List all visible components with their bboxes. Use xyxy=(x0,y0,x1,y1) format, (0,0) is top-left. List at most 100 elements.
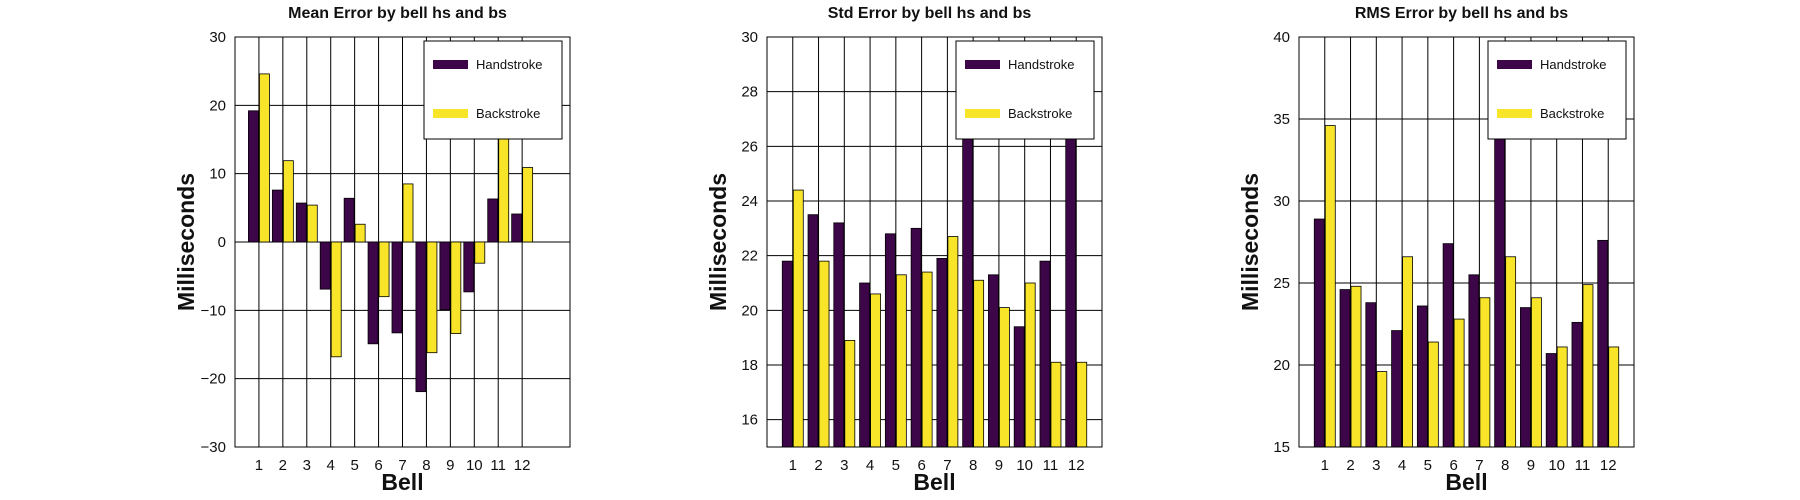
bar-handstroke-bell-4[interactable] xyxy=(859,282,870,448)
bar-backstroke-bell-10[interactable] xyxy=(1556,346,1568,448)
legend-label-backstroke: Backstroke xyxy=(476,106,540,121)
bar-backstroke-bell-9[interactable] xyxy=(450,241,462,334)
bar-handstroke-bell-3[interactable] xyxy=(1365,302,1377,448)
bar-handstroke-bell-5[interactable] xyxy=(343,197,355,243)
x-tick-label: 8 xyxy=(969,457,977,474)
chart-title: Std Error by bell hs and bs xyxy=(828,5,1032,22)
axes-frame xyxy=(766,36,1103,448)
bar-handstroke-bell-7[interactable] xyxy=(391,241,403,334)
bar-backstroke-bell-2[interactable] xyxy=(282,160,294,243)
x-tick-label: 2 xyxy=(1346,457,1354,474)
bar-backstroke-bell-12[interactable] xyxy=(522,167,534,243)
y-tick-label: 10 xyxy=(209,166,226,183)
bar-backstroke-bell-8[interactable] xyxy=(1505,256,1517,448)
bar-handstroke-bell-3[interactable] xyxy=(833,222,845,448)
y-tick-label: 25 xyxy=(1273,275,1290,292)
bar-handstroke-bell-8[interactable] xyxy=(415,241,427,393)
bar-backstroke-bell-12[interactable] xyxy=(1608,346,1620,448)
bar-handstroke-bell-7[interactable] xyxy=(1468,274,1480,448)
x-tick-label: 4 xyxy=(866,457,874,474)
bar-backstroke-bell-5[interactable] xyxy=(895,274,907,448)
x-tick-label: 9 xyxy=(1527,457,1535,474)
bar-backstroke-bell-11[interactable] xyxy=(1582,284,1594,448)
bar-backstroke-bell-8[interactable] xyxy=(973,279,985,448)
bar-handstroke-bell-7[interactable] xyxy=(936,257,948,448)
bar-handstroke-bell-10[interactable] xyxy=(463,241,475,293)
bar-handstroke-bell-10[interactable] xyxy=(1013,326,1025,448)
bar-handstroke-bell-11[interactable] xyxy=(1571,321,1583,448)
bar-handstroke-bell-1[interactable] xyxy=(1313,218,1325,448)
bar-backstroke-bell-7[interactable] xyxy=(402,183,414,243)
bar-handstroke-bell-5[interactable] xyxy=(884,233,896,448)
x-tick-label: 6 xyxy=(374,457,382,474)
bar-backstroke-bell-8[interactable] xyxy=(426,241,438,354)
bar-backstroke-bell-1[interactable] xyxy=(259,73,270,243)
chart-title: Mean Error by bell hs and bs xyxy=(288,5,507,22)
bar-handstroke-bell-6[interactable] xyxy=(1442,243,1454,448)
bar-backstroke-bell-12[interactable] xyxy=(1076,361,1088,448)
bar-backstroke-bell-3[interactable] xyxy=(844,339,856,448)
bar-backstroke-bell-6[interactable] xyxy=(1453,318,1465,448)
x-tick-label: 11 xyxy=(490,457,506,474)
legend-label-backstroke: Backstroke xyxy=(1008,106,1072,121)
x-tick-label: 10 xyxy=(466,457,483,474)
bar-handstroke-bell-2[interactable] xyxy=(807,214,819,448)
bar-backstroke-bell-5[interactable] xyxy=(354,223,366,243)
y-tick-label: 0 xyxy=(218,234,226,251)
bar-backstroke-bell-11[interactable] xyxy=(498,125,510,243)
bar-handstroke-bell-4[interactable] xyxy=(319,241,331,290)
bar-handstroke-bell-5[interactable] xyxy=(1416,305,1428,448)
bar-backstroke-bell-1[interactable] xyxy=(1324,125,1336,448)
bar-backstroke-bell-1[interactable] xyxy=(792,189,804,448)
bar-handstroke-bell-12[interactable] xyxy=(1065,107,1077,448)
bar-handstroke-bell-6[interactable] xyxy=(910,227,922,448)
bar-handstroke-bell-1[interactable] xyxy=(248,110,259,243)
bar-handstroke-bell-9[interactable] xyxy=(988,274,999,448)
bar-handstroke-bell-11[interactable] xyxy=(1039,260,1051,448)
x-tick-label: 4 xyxy=(1398,457,1406,474)
bar-backstroke-bell-2[interactable] xyxy=(818,260,830,448)
bar-backstroke-bell-4[interactable] xyxy=(330,241,342,358)
bar-backstroke-bell-3[interactable] xyxy=(306,204,318,243)
x-tick-label: 8 xyxy=(1501,457,1509,474)
bar-handstroke-bell-9[interactable] xyxy=(1520,307,1531,448)
bar-backstroke-bell-4[interactable] xyxy=(1402,256,1413,448)
bar-backstroke-bell-3[interactable] xyxy=(1376,371,1388,448)
bar-handstroke-bell-2[interactable] xyxy=(1339,289,1351,448)
bar-backstroke-bell-11[interactable] xyxy=(1050,361,1062,448)
bar-handstroke-bell-11[interactable] xyxy=(487,198,499,243)
x-axis-label: Bell xyxy=(381,469,423,495)
bar-handstroke-bell-2[interactable] xyxy=(271,189,283,243)
bar-backstroke-bell-4[interactable] xyxy=(870,293,881,448)
bar-backstroke-bell-2[interactable] xyxy=(1350,285,1362,448)
legend: Handstroke Backstroke xyxy=(955,40,1095,140)
bar-handstroke-bell-4[interactable] xyxy=(1391,330,1402,448)
bar-handstroke-bell-12[interactable] xyxy=(511,213,523,243)
bar-backstroke-bell-10[interactable] xyxy=(474,241,486,264)
bar-backstroke-bell-6[interactable] xyxy=(378,241,390,298)
bar-handstroke-bell-10[interactable] xyxy=(1545,353,1557,448)
bar-handstroke-bell-6[interactable] xyxy=(367,241,379,345)
legend-box xyxy=(955,40,1095,140)
bar-handstroke-bell-1[interactable] xyxy=(781,260,793,448)
bar-handstroke-bell-8[interactable] xyxy=(1494,94,1506,448)
legend-label-backstroke: Backstroke xyxy=(1540,106,1604,121)
bar-backstroke-bell-7[interactable] xyxy=(1479,297,1491,448)
y-tick-label: 20 xyxy=(209,97,226,114)
x-tick-label: 3 xyxy=(840,457,848,474)
bar-backstroke-bell-9[interactable] xyxy=(1531,297,1542,448)
bar-backstroke-bell-7[interactable] xyxy=(947,236,959,448)
bar-handstroke-bell-3[interactable] xyxy=(295,202,307,243)
bar-backstroke-bell-5[interactable] xyxy=(1427,341,1439,448)
x-tick-label: 3 xyxy=(1372,457,1380,474)
bar-backstroke-bell-9[interactable] xyxy=(999,307,1010,448)
bar-backstroke-bell-6[interactable] xyxy=(921,271,933,448)
x-tick-label: 9 xyxy=(995,457,1003,474)
bar-backstroke-bell-10[interactable] xyxy=(1024,282,1036,448)
bar-handstroke-bell-12[interactable] xyxy=(1597,239,1609,448)
legend-box xyxy=(423,40,563,140)
bar-handstroke-bell-9[interactable] xyxy=(439,241,451,311)
